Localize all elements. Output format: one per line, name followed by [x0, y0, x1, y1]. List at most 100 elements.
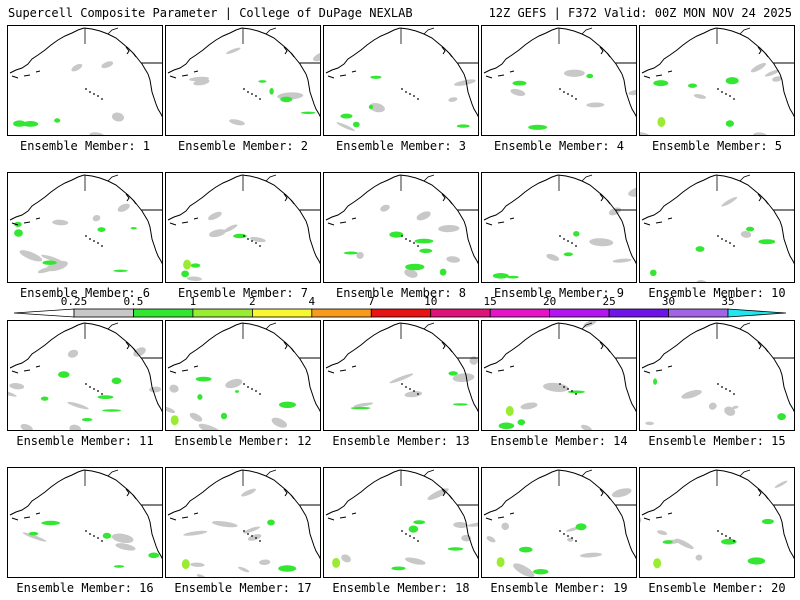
field-high-value-area — [653, 558, 662, 569]
field-overlay — [640, 62, 783, 135]
ensemble-member-map-6 — [7, 172, 163, 283]
field-low-value-area — [543, 382, 569, 392]
ensemble-member-map-2 — [165, 25, 321, 136]
ensemble-member-label: Ensemble Member: 3 — [335, 139, 467, 153]
field-low-value-area — [313, 51, 320, 62]
field-moderate-value-area — [695, 246, 705, 252]
coastline — [167, 27, 320, 118]
field-low-value-area — [353, 402, 374, 408]
field-moderate-value-area — [405, 263, 425, 271]
field-moderate-value-area — [278, 565, 297, 572]
colorbar-segment — [251, 308, 313, 318]
field-moderate-value-area — [725, 77, 739, 85]
colorbar-max-arrow — [727, 308, 787, 318]
field-low-value-area — [611, 488, 632, 498]
field-moderate-value-area — [573, 231, 580, 237]
field-moderate-value-area — [181, 270, 189, 278]
field-low-value-area — [628, 186, 636, 197]
ensemble-member-map-17 — [165, 467, 321, 578]
field-moderate-value-area — [498, 422, 515, 430]
field-moderate-value-area — [343, 251, 358, 255]
colorbar-segment — [668, 308, 729, 318]
field-low-value-area — [405, 557, 426, 565]
field-low-value-area — [501, 522, 510, 531]
field-low-value-area — [454, 79, 476, 86]
field-moderate-value-area — [721, 538, 737, 545]
field-moderate-value-area — [567, 390, 585, 394]
field-low-value-area — [438, 224, 460, 233]
field-moderate-value-area — [42, 260, 57, 265]
field-moderate-value-area — [413, 520, 426, 525]
field-high-value-area — [332, 557, 341, 568]
ensemble-member-map-15 — [639, 320, 795, 431]
ensemble-member-label: Ensemble Member: 13 — [332, 434, 470, 448]
ensemble-member-label: Ensemble Member: 10 — [648, 286, 786, 300]
field-low-value-area — [564, 69, 585, 77]
field-low-value-area — [696, 280, 708, 282]
field-moderate-value-area — [14, 221, 22, 227]
field-moderate-value-area — [368, 104, 374, 110]
ensemble-member-label: Ensemble Member: 4 — [493, 139, 625, 153]
field-overlay — [181, 488, 297, 577]
field-moderate-value-area — [235, 390, 239, 393]
field-low-value-area — [101, 61, 114, 69]
field-low-value-area — [732, 405, 739, 409]
field-overlay — [332, 488, 478, 571]
field-moderate-value-area — [269, 88, 274, 95]
map-graphic — [167, 469, 320, 577]
field-moderate-value-area — [197, 394, 203, 400]
field-moderate-value-area — [102, 409, 121, 412]
field-low-value-area — [452, 373, 475, 383]
field-low-value-area — [416, 211, 431, 221]
field-low-value-area — [67, 349, 79, 358]
colorbar-graphic — [13, 308, 787, 318]
field-overlay — [14, 203, 137, 274]
map-graphic — [640, 469, 794, 569]
field-high-value-area — [505, 406, 514, 416]
field-moderate-value-area — [419, 248, 433, 253]
map-graphic — [641, 322, 794, 426]
ensemble-member-map-9 — [481, 172, 637, 283]
field-moderate-value-area — [28, 531, 39, 536]
ensemble-member-label: Ensemble Member: 15 — [648, 434, 786, 448]
field-low-value-area — [190, 562, 205, 567]
ensemble-member-map-5 — [639, 25, 795, 136]
field-moderate-value-area — [456, 124, 470, 128]
map-graphic — [167, 27, 320, 126]
field-low-value-area — [20, 423, 33, 430]
field-moderate-value-area — [148, 552, 160, 559]
field-low-value-area — [19, 250, 43, 262]
coastline — [483, 322, 636, 413]
ensemble-member-map-12 — [165, 320, 321, 431]
field-moderate-value-area — [279, 401, 296, 408]
coastline — [9, 469, 162, 560]
colorbar-tick-label: 1 — [189, 295, 197, 308]
field-low-value-area — [166, 407, 176, 414]
ensemble-member-label: Ensemble Member: 19 — [490, 581, 628, 595]
field-low-value-area — [115, 543, 136, 551]
colorbar-tick-label: 0.25 — [60, 295, 88, 308]
coastline — [9, 27, 162, 118]
colorbar-tick-label: 0.5 — [123, 295, 144, 308]
field-moderate-value-area — [280, 96, 293, 103]
field-low-value-area — [404, 268, 418, 278]
coastline — [325, 27, 478, 118]
field-low-value-area — [586, 102, 605, 108]
field-moderate-value-area — [439, 268, 447, 276]
field-low-value-area — [774, 480, 788, 488]
map-graphic — [483, 27, 636, 130]
field-low-value-area — [111, 112, 125, 122]
field-low-value-area — [193, 79, 210, 86]
ensemble-member-label: Ensemble Member: 7 — [177, 286, 309, 300]
colorbar-segment — [133, 308, 194, 318]
field-low-value-area — [223, 224, 238, 233]
field-low-value-area — [764, 69, 780, 77]
field-low-value-area — [640, 131, 651, 135]
field-moderate-value-area — [448, 371, 458, 376]
colorbar-tick-label: 2 — [249, 295, 256, 308]
field-moderate-value-area — [258, 80, 267, 83]
field-moderate-value-area — [533, 569, 549, 575]
map-graphic — [325, 469, 478, 571]
field-overlay — [498, 321, 597, 430]
field-low-value-area — [208, 211, 222, 221]
